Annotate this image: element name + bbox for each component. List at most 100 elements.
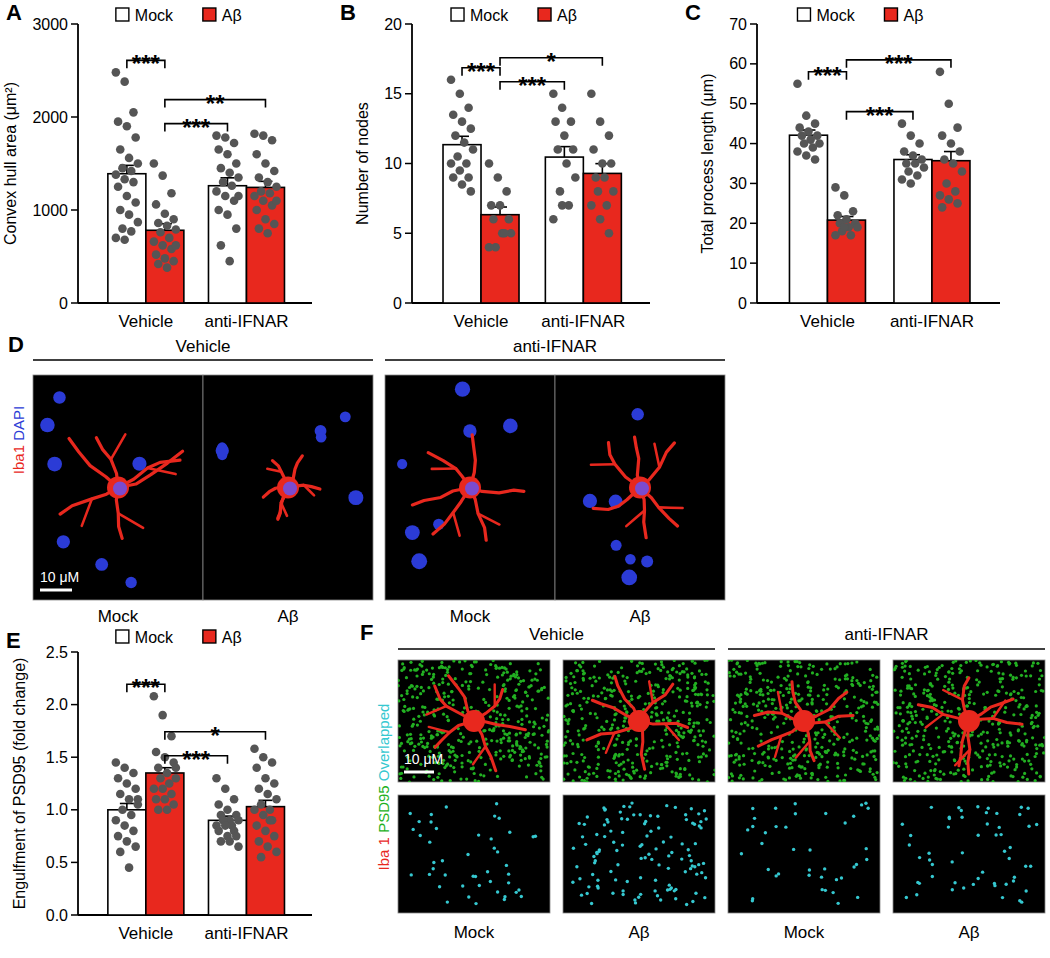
cell-process xyxy=(665,724,679,740)
synapse-dot xyxy=(746,660,749,662)
synapse-dot xyxy=(650,711,653,714)
synapse-dot xyxy=(873,749,876,752)
y-tick xyxy=(750,262,757,264)
synapse-dot xyxy=(422,670,425,673)
overlap-dot xyxy=(603,835,606,838)
synapse-dot xyxy=(731,708,734,711)
synapse-dot xyxy=(402,709,405,712)
synapse-dot xyxy=(419,737,422,740)
data-point xyxy=(456,89,465,98)
data-point xyxy=(553,145,562,154)
synapse-dot xyxy=(522,679,525,682)
synapse-dot xyxy=(851,676,854,679)
synapse-dot xyxy=(746,723,749,726)
synapse-dot xyxy=(512,674,515,677)
synapse-dot xyxy=(820,728,823,731)
overlap-dot xyxy=(507,881,510,884)
overlap-dot xyxy=(690,859,693,862)
synapse-dot xyxy=(416,723,419,726)
synapse-dot xyxy=(625,773,628,776)
data-point xyxy=(214,827,223,836)
synapse-dot xyxy=(572,675,575,678)
synapse-dot xyxy=(649,771,652,774)
synapse-dot xyxy=(541,716,544,719)
data-point xyxy=(114,774,123,783)
synapse-dot xyxy=(565,676,568,679)
synapse-dot xyxy=(589,712,592,715)
overlap-dot xyxy=(643,822,646,825)
synapse-dot xyxy=(685,667,688,670)
data-point xyxy=(154,219,163,228)
synapse-dot xyxy=(452,660,455,663)
data-point xyxy=(161,209,170,218)
synapse-dot xyxy=(566,694,569,697)
synapse-dot xyxy=(691,660,694,663)
synapse-dot xyxy=(693,735,696,738)
panel-letter: D xyxy=(8,332,24,357)
synapse-dot xyxy=(398,699,400,702)
synapse-dot xyxy=(873,776,876,779)
condition-label: Aβ xyxy=(628,923,649,942)
synapse-dot xyxy=(797,693,800,696)
overlap-dot xyxy=(474,902,477,905)
cell-body xyxy=(459,477,481,499)
nucleus xyxy=(611,540,622,551)
synapse-dot xyxy=(592,676,595,679)
synapse-dot xyxy=(569,760,572,763)
overlap-dot xyxy=(489,880,492,883)
synapse-dot xyxy=(407,708,410,711)
data-point xyxy=(116,848,125,857)
synapse-dot xyxy=(693,739,696,742)
overlap-dot xyxy=(669,835,672,838)
data-point xyxy=(112,234,121,243)
synapse-dot xyxy=(406,709,409,712)
overlap-dot xyxy=(471,875,474,878)
synapse-dot xyxy=(812,665,815,668)
synapse-dot xyxy=(875,771,878,774)
significance-label: *** xyxy=(182,114,211,141)
y-tick xyxy=(71,809,78,811)
overlap-dot xyxy=(688,854,691,857)
overlap-dot xyxy=(445,805,448,808)
synapse-dot xyxy=(440,661,443,664)
data-point xyxy=(234,173,243,182)
data-point xyxy=(853,223,862,232)
synapse-dot xyxy=(484,668,487,671)
y-tick xyxy=(750,223,757,225)
data-point xyxy=(947,139,956,148)
synapse-dot xyxy=(668,677,671,680)
synapse-dot xyxy=(779,684,782,687)
y-tick xyxy=(71,914,78,916)
synapse-dot xyxy=(481,681,484,684)
synapse-dot xyxy=(664,761,667,764)
synapse-dot xyxy=(803,737,806,740)
synapse-dot xyxy=(502,737,505,740)
synapse-dot xyxy=(674,751,677,754)
y-tick-label: 70 xyxy=(729,16,747,33)
data-point xyxy=(958,167,967,176)
synapse-dot xyxy=(545,755,548,758)
synapse-dot xyxy=(448,665,451,668)
data-point xyxy=(118,224,127,233)
data-point xyxy=(505,215,514,224)
overlap-dot xyxy=(593,861,596,864)
synapse-dot xyxy=(515,670,518,673)
y-tick-label: 20 xyxy=(384,16,402,33)
data-point xyxy=(261,215,270,224)
synapse-dot xyxy=(686,681,689,684)
synapse-dot xyxy=(806,703,809,706)
synapse-dot xyxy=(566,762,569,765)
synapse-dot xyxy=(578,775,581,778)
synapse-dot xyxy=(857,682,860,685)
cell-process xyxy=(649,681,653,702)
synapse-dot xyxy=(788,750,791,753)
overlap-dot xyxy=(611,892,614,895)
synapse-dot xyxy=(403,705,406,708)
synapse-dot xyxy=(431,667,434,670)
synapse-dot xyxy=(660,663,663,666)
overlap-dot xyxy=(657,826,660,829)
synapse-dot xyxy=(540,734,543,737)
synapse-dot xyxy=(691,689,694,692)
data-point xyxy=(270,779,279,788)
synapse-dot xyxy=(766,679,769,682)
